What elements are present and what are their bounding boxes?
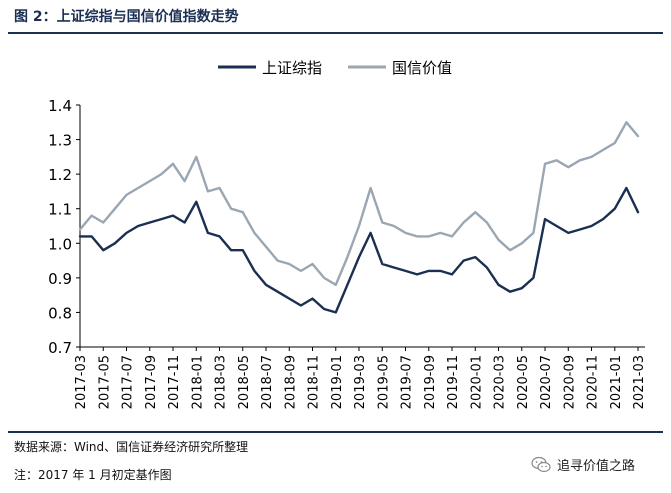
y-tick-label: 0.9 [48, 270, 72, 288]
y-tick-label: 1.4 [48, 97, 72, 115]
x-tick-label: 2019-01 [330, 355, 345, 409]
source-note: 数据来源：Wind、国信证券经济研究所整理 [14, 440, 249, 454]
title-divider [8, 32, 663, 34]
x-tick-label: 2020-11 [586, 355, 601, 409]
x-tick-label: 2017-11 [167, 355, 182, 409]
footer-divider [8, 431, 663, 433]
x-tick-label: 2020-07 [539, 355, 554, 409]
x-tick-label: 2021-01 [609, 355, 624, 409]
legend-label: 上证综指 [262, 59, 322, 77]
watermark: 追寻价值之路 [531, 455, 635, 474]
x-tick-label: 2017-03 [74, 355, 89, 409]
x-tick-label: 2017-05 [97, 355, 112, 409]
x-tick-label: 2019-03 [353, 355, 368, 409]
x-tick-label: 2018-07 [260, 355, 275, 409]
x-tick-label: 2019-11 [446, 355, 461, 409]
series-line-shanghai-composite [78, 186, 640, 314]
y-tick-label: 1.0 [48, 235, 72, 253]
x-tick-label: 2021-03 [632, 355, 647, 409]
legend: 上证综指 国信价值 [218, 59, 452, 77]
x-tick-label: 2020-09 [562, 355, 577, 409]
x-tick-label: 2019-05 [376, 355, 391, 409]
x-tick-label: 2017-07 [121, 355, 136, 409]
footnote: 注：2017 年 1 月初定基作图 [14, 468, 172, 482]
x-tick-label: 2018-01 [190, 355, 205, 409]
x-tick-label: 2020-03 [493, 355, 508, 409]
x-tick-label: 2018-03 [214, 355, 229, 409]
legend-label: 国信价值 [392, 59, 452, 77]
x-tick-label: 2020-01 [469, 355, 484, 409]
y-tick-label: 0.7 [48, 339, 72, 357]
x-tick-label: 2018-11 [307, 355, 322, 409]
watermark-text: 追寻价值之路 [557, 459, 636, 474]
x-tick-label: 2019-07 [400, 355, 415, 409]
y-tick-label: 1.2 [48, 166, 72, 184]
x-tick-label: 2018-05 [237, 355, 252, 409]
axes: 0.7 0.8 0.9 1.0 1.1 1.2 1.3 1.4 2017-03 2017-05 20… [48, 97, 647, 409]
x-tick-label: 2020-05 [516, 355, 531, 409]
figure-title: 图 2：上证综指与国信价值指数走势 [14, 9, 239, 25]
y-tick-label: 0.8 [48, 304, 72, 322]
wechat-icon [531, 456, 551, 472]
series-layer [78, 121, 640, 314]
line-chart: 上证综指 国信价值 0.7 0.8 0.9 1.0 1.1 1.2 1.3 1.4 2017-03… [48, 59, 647, 409]
x-tick-label: 2017-09 [144, 355, 159, 409]
x-tick-label: 2019-09 [423, 355, 438, 409]
x-tick-label: 2018-09 [283, 355, 298, 409]
y-tick-label: 1.1 [48, 201, 72, 219]
series-line-guosen-value [78, 121, 640, 287]
y-tick-label: 1.3 [48, 132, 72, 150]
